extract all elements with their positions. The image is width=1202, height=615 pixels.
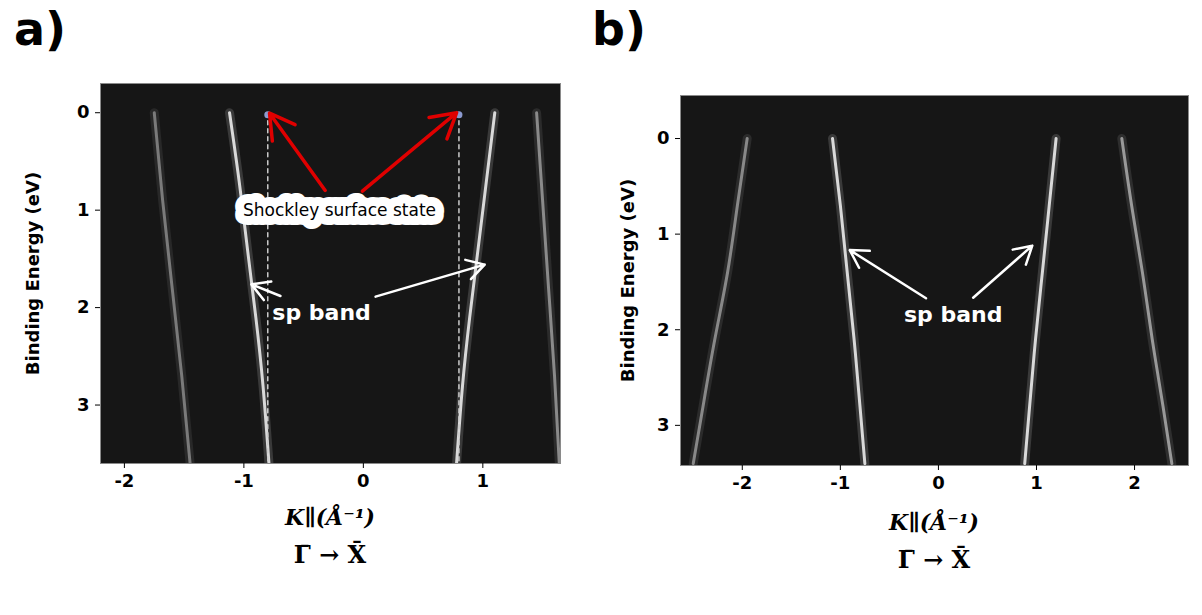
- svg-text:sp band: sp band: [272, 300, 371, 325]
- svg-text:-2: -2: [732, 472, 752, 493]
- svg-text:0: 0: [657, 127, 670, 148]
- html-text:K∥(Å⁻¹): K∥(Å⁻¹): [285, 504, 375, 530]
- svg-text:3: 3: [657, 414, 670, 435]
- svg-text:-1: -1: [234, 470, 254, 491]
- html-text:K∥(Å⁻¹): K∥(Å⁻¹): [889, 509, 979, 535]
- svg-text:Binding Energy (eV): Binding Energy (eV): [22, 172, 43, 375]
- svg-text:2: 2: [77, 296, 90, 317]
- svg-text:0: 0: [357, 470, 370, 491]
- svg-text:1: 1: [477, 470, 490, 491]
- svg-text:-1: -1: [830, 472, 850, 493]
- html-text:b): b): [592, 2, 646, 56]
- svg-text:0: 0: [932, 472, 945, 493]
- html-text:Γ̄ → X̄: Γ̄ → X̄: [293, 540, 367, 569]
- svg-text:2: 2: [1128, 472, 1141, 493]
- html-text:a): a): [14, 2, 67, 56]
- svg-text:2: 2: [657, 318, 670, 339]
- svg-text:1: 1: [1030, 472, 1043, 493]
- svg-text:0: 0: [77, 101, 90, 122]
- html-text:Γ̄ → X̄: Γ̄ → X̄: [897, 545, 971, 574]
- svg-text:-2: -2: [114, 470, 134, 491]
- svg-text:Binding Energy (eV): Binding Energy (eV): [617, 179, 638, 382]
- svg-text:3: 3: [77, 394, 90, 415]
- svg-text:sp band: sp band: [904, 302, 1003, 327]
- svg-text:1: 1: [657, 223, 670, 244]
- svg-text:1: 1: [77, 199, 90, 220]
- svg-text:Shockley surface state: Shockley surface state: [243, 200, 436, 220]
